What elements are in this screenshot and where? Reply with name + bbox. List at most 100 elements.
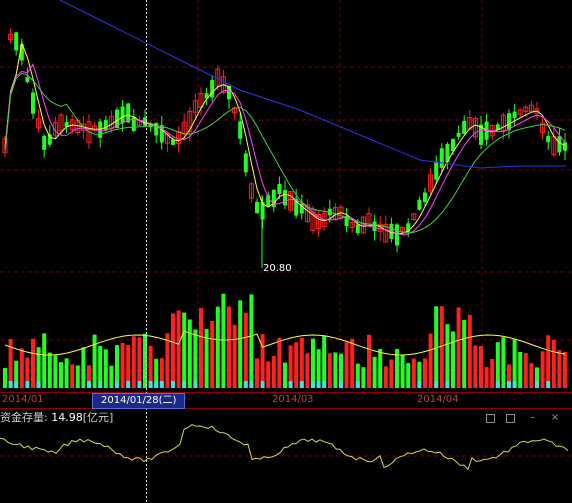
- volume-bar: [221, 293, 226, 388]
- volume-bar: [467, 314, 472, 388]
- volume-bar: [411, 358, 416, 388]
- volume-bar: [350, 338, 355, 388]
- candle-body: [428, 174, 434, 192]
- volume-bar: [227, 306, 231, 388]
- volume-bar: [484, 367, 489, 388]
- volume-bar: [518, 351, 523, 388]
- volume-bar: [445, 324, 450, 388]
- candle-body: [148, 123, 153, 128]
- volume-bar: [299, 338, 304, 388]
- volume-bar: [305, 353, 310, 388]
- volume-bar: [215, 306, 220, 388]
- volume-bar: [171, 313, 175, 388]
- restore-icon[interactable]: [486, 414, 495, 423]
- volume-bar: [383, 366, 388, 388]
- volume-bar-segment: [322, 381, 327, 388]
- volume-bar: [109, 365, 114, 388]
- volume-bar: [266, 361, 271, 388]
- volume-bar: [372, 356, 377, 388]
- candle-body: [507, 113, 511, 131]
- volume-bar: [232, 324, 237, 388]
- candle-body: [451, 138, 455, 152]
- candle-body: [126, 103, 131, 123]
- volume-bar-segment: [249, 381, 254, 388]
- candle-body: [187, 110, 193, 133]
- volume-bar: [507, 364, 511, 388]
- fund-title: 资金存量:: [0, 411, 48, 424]
- close-icon[interactable]: ×: [550, 412, 560, 423]
- fund-panel-header: 资金存量: 14.98[亿元]: [0, 411, 113, 425]
- candle-body: [495, 124, 500, 131]
- volume-bar: [271, 355, 276, 388]
- candle-body: [42, 136, 47, 150]
- volume-bar: [238, 300, 243, 388]
- candle-body: [383, 223, 389, 243]
- volume-bar-segment: [25, 381, 30, 388]
- volume-bar: [551, 339, 556, 388]
- candle-body: [171, 139, 175, 145]
- volume-bar-segment: [115, 381, 119, 388]
- volume-bar: [423, 358, 427, 388]
- volume-bar: [277, 337, 282, 388]
- volume-bar: [176, 310, 181, 388]
- volume-bar: [255, 358, 259, 388]
- cursor-date-label: 2014/01/28(二): [92, 393, 186, 409]
- fund-value: 14.98: [51, 411, 83, 424]
- candle-body: [227, 85, 231, 100]
- candle-body: [417, 199, 422, 210]
- candle-body: [204, 93, 209, 99]
- volume-bar: [535, 367, 539, 388]
- volume-bar: [8, 338, 13, 388]
- moving-average-lines: [4, 0, 566, 236]
- volume-bars: [3, 293, 567, 388]
- candle-body: [395, 224, 399, 246]
- candle-body: [52, 122, 58, 136]
- volume-bar-segment: [260, 381, 265, 388]
- volume-bar-segment: [193, 381, 198, 388]
- volume-bar-segment: [495, 381, 500, 388]
- candle-body: [238, 121, 243, 139]
- volume-bar: [98, 345, 103, 388]
- candle-body: [115, 109, 119, 129]
- candle-body: [299, 203, 304, 214]
- volume-bar: [434, 306, 439, 388]
- candle-body: [19, 44, 24, 61]
- volume-bar: [115, 345, 119, 388]
- candle-body: [472, 117, 478, 138]
- candle-body: [355, 224, 360, 234]
- volume-bar: [182, 312, 187, 388]
- volume-bar-segment: [339, 381, 343, 388]
- candle-body: [406, 223, 411, 232]
- candle-body: [372, 221, 377, 232]
- volume-bar: [75, 365, 80, 388]
- volume-bar: [47, 352, 52, 388]
- volume-bar: [400, 354, 405, 388]
- candle-body: [546, 135, 551, 143]
- candle-body: [423, 192, 427, 203]
- volume-bar: [501, 337, 506, 388]
- candle-body: [120, 106, 125, 124]
- candle-body: [31, 92, 35, 114]
- candle-body: [103, 120, 108, 131]
- volume-bar-segment: [434, 381, 439, 388]
- volume-bar: [529, 363, 534, 388]
- volume-bar: [199, 308, 203, 388]
- volume-bar: [563, 351, 567, 388]
- volume-bar: [25, 357, 30, 388]
- volume-bar: [490, 358, 495, 388]
- volume-bar-segment: [299, 381, 304, 388]
- volume-bar: [131, 336, 136, 388]
- volume-ma-line: [4, 330, 566, 356]
- candle-body: [517, 109, 523, 115]
- maximize-icon[interactable]: [506, 414, 515, 423]
- volume-bar: [316, 349, 321, 388]
- volume-bar: [546, 335, 551, 388]
- fund-line: [0, 424, 569, 471]
- candle-body: [456, 132, 461, 137]
- month-label-apr: 2014/04: [417, 394, 459, 405]
- candle-body: [349, 222, 355, 228]
- volume-bar: [64, 358, 69, 388]
- minimize-icon[interactable]: –: [530, 412, 536, 423]
- volume-bar: [87, 365, 91, 388]
